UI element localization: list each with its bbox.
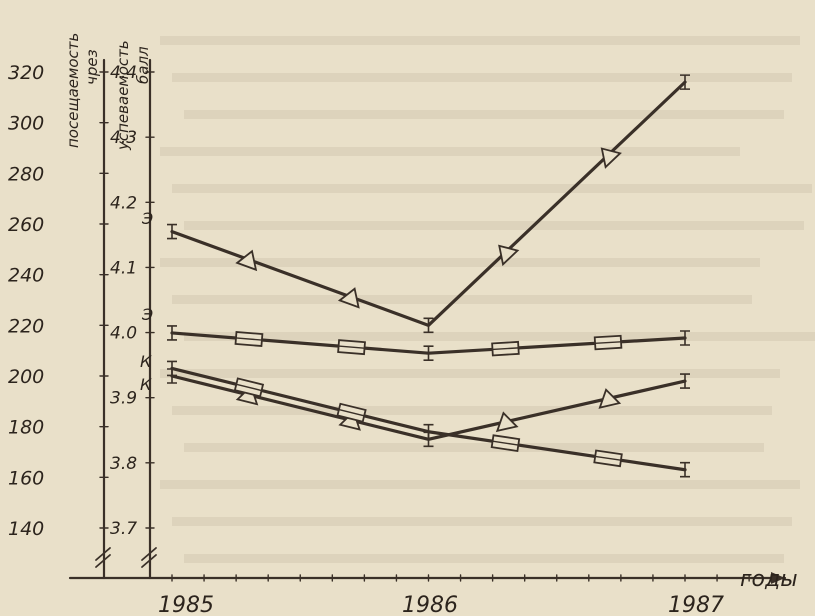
series-1: Э [141,74,690,334]
left-tick-label: 180 [8,417,44,439]
data-point [423,345,434,361]
triangle-marker [598,388,622,409]
background-text-line [172,73,792,82]
background-text-line [184,110,784,119]
x-tick-label: 1987 [668,593,724,616]
x-tick-label: 1986 [402,593,458,616]
left-tick-label: 280 [8,163,44,185]
left-axis-break-mark [95,547,111,561]
series-label: К [140,352,152,371]
square-marker-stroke [595,455,622,461]
series-label: Э [141,209,153,228]
background-text-line [160,369,780,378]
x-tick-label: 1985 [158,593,214,616]
left-tick-label: 300 [8,113,44,135]
right-tick-label: 3.7 [110,519,137,539]
square-marker-stroke [595,341,622,345]
x-axis-arrow [771,572,785,584]
background-text-line [172,406,772,415]
square-marker-stroke [492,440,519,446]
background-text-line [184,332,815,341]
left-tick-label: 320 [8,62,44,84]
background-text-line [172,295,752,304]
square-marker-stroke [492,347,519,351]
left-tick-label: 260 [8,214,44,236]
background-text-line [184,554,784,563]
background-text-line [160,258,760,267]
right-tick-label: 4.1 [110,258,137,278]
background-text-line [172,517,792,526]
series-2: Э [141,305,690,361]
right-axis-title-line-2: балл [134,46,152,84]
data-point [423,423,434,440]
tick-labels: 140 160 180 200 220 240 260 280 300 320 3.7 3.8 3.9 4… [8,62,724,616]
triangle-marker [235,249,258,272]
triangle-marker [337,287,360,309]
left-axis-title-line-2: чрез [83,49,101,85]
right-axis-title-line-1: успеваемость [114,40,132,151]
data-point [167,360,177,377]
square-marker-stroke [338,408,365,417]
left-tick-label: 220 [8,315,44,337]
square-marker-stroke [235,337,262,341]
background-text-line [160,480,800,489]
background-text-line [160,36,800,45]
triangle-marker [495,411,519,433]
data-point [680,330,690,346]
left-tick-label: 200 [8,366,44,388]
data-point [680,461,690,478]
triangle-marker [498,244,520,267]
axes [68,58,787,584]
left-tick-label: 160 [8,467,44,489]
series-label: К [140,375,152,394]
series-label: Э [141,305,153,324]
x-axis-title: годы [740,567,798,592]
triangle-marker [600,147,622,169]
right-tick-label: 3.9 [110,389,137,409]
left-tick-label: 140 [8,518,44,540]
right-tick-label: 4.2 [110,193,137,213]
background-text-line [184,443,764,452]
background-text-line [172,184,812,193]
background-text [160,36,815,563]
right-tick-label: 3.8 [110,454,137,474]
background-text-line [184,221,804,230]
data-point [680,373,690,389]
square-marker-stroke [236,383,262,392]
series-4: К [140,360,690,478]
square-marker-stroke [338,345,365,349]
data-point [167,325,177,341]
left-axis-title-line-1: посещаемость [64,33,82,148]
background-text-line [160,147,740,156]
right-tick-label: 4.0 [110,324,137,344]
right-axis-break-mark [141,547,157,561]
left-axis-break-mark [95,554,111,568]
data-point [167,223,177,240]
right-tick-label: 4.4 [110,63,137,83]
right-tick-label: 4.3 [110,128,137,148]
left-tick-label: 240 [8,265,44,287]
data-point [680,74,690,90]
right-axis-break-mark [141,554,157,568]
series: Э Э КК [140,74,690,478]
data-point [423,317,434,334]
series-3: К [140,352,690,448]
